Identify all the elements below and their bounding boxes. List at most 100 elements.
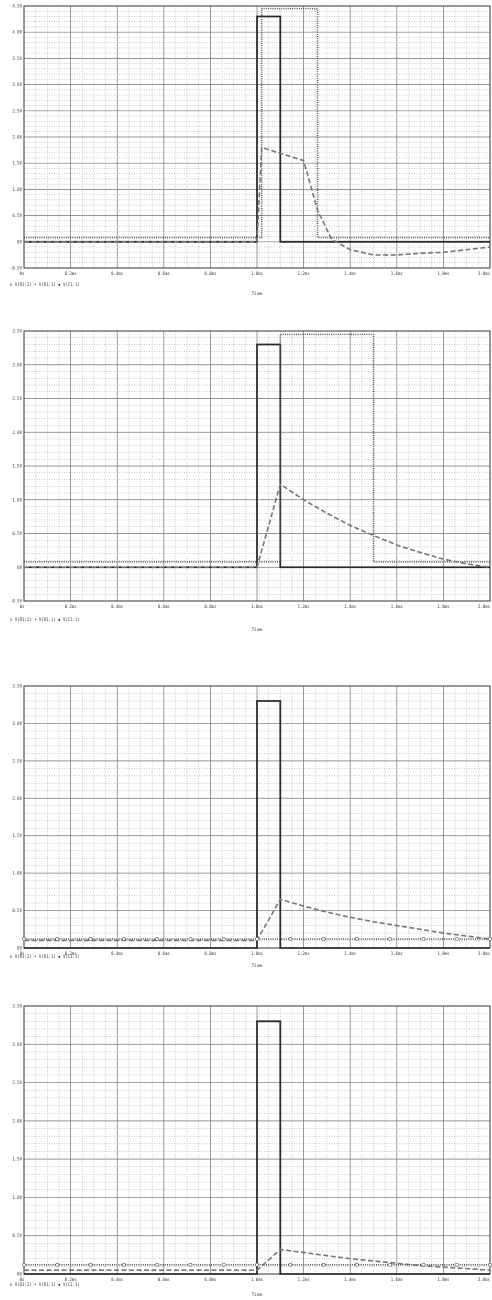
x-tick-label: 0.8ms xyxy=(204,1277,217,1282)
series-marker-circle xyxy=(488,937,492,941)
x-tick-labels: 0s 0.2ms 0.4ms 0.6ms 0.8ms 1.0ms 1.2ms 1.4ms 1.6… xyxy=(20,951,491,956)
series-line-solid xyxy=(24,1020,490,1275)
series-marker-circle xyxy=(221,937,226,941)
x-tick-label: 1.2ms xyxy=(298,604,311,609)
y-tick-label: 0.5V xyxy=(12,908,22,913)
x-tick-label: 2.0ms xyxy=(478,604,491,609)
x-tick-label: 1.2ms xyxy=(298,271,311,276)
series-marker-circle xyxy=(255,1262,259,1267)
x-tick-label: 1.6ms xyxy=(391,951,404,956)
y-tick-labels: -0.5V 0V 0.5V 1.0V 1.5V 2.0V 2.5V 3.0V 3.5V 4.0V 4… xyxy=(10,4,23,271)
x-axis-label: Time xyxy=(252,1292,263,1298)
x-tick-label: 0.8ms xyxy=(204,271,217,276)
x-tick-label: 1.0ms xyxy=(251,604,264,609)
series-marker-circle xyxy=(188,1262,193,1267)
x-tick-label: 1.6ms xyxy=(391,1277,404,1282)
y-tick-label: 3.5V xyxy=(12,56,22,61)
y-tick-label: 0V xyxy=(17,946,22,951)
y-tick-label: 3.0V xyxy=(12,82,22,87)
x-tick-label: 1.2ms xyxy=(298,1277,311,1282)
y-tick-label: 1.5V xyxy=(12,1157,22,1162)
x-tick-label: 2.0ms xyxy=(478,951,491,956)
y-tick-label: 2.0V xyxy=(12,796,22,801)
x-tick-label: 1.0ms xyxy=(251,1277,264,1282)
x-tick-label: 0.2ms xyxy=(65,951,78,956)
x-tick-label: 0s xyxy=(20,1277,25,1282)
legend: o V(R1:2) • V(R1:1) ◆ V(C1:1) xyxy=(10,1282,80,1287)
chart-panel-2: -0.5V 0V 0.5V 1.0V 1.5V 2.0V 2.5V 3.0V 3.5V 0s 0.2… xyxy=(0,325,492,635)
x-tick-label: 1.0ms xyxy=(251,951,264,956)
y-tick-label: 2.5V xyxy=(12,1080,22,1085)
y-tick-labels: -0.5V 0V 0.5V 1.0V 1.5V 2.0V 2.5V 3.0V 3.5V xyxy=(10,329,23,604)
x-tick-label: 1.8ms xyxy=(437,604,450,609)
x-tick-labels: 0s 0.2ms 0.4ms 0.6ms 0.8ms 1.0ms 1.2ms 1.4ms 1.6… xyxy=(20,271,491,276)
series-line-solid xyxy=(24,343,490,569)
y-tick-label: 2.0V xyxy=(12,135,22,140)
y-tick-label: 0.5V xyxy=(12,1233,22,1238)
chart-4-svg: 0V 0.5V 1.0V 1.5V 2.0V 2.5V 3.0V 3.5V 0s 0.2ms 0.4… xyxy=(10,1004,492,1298)
y-tick-label: 4.5V xyxy=(12,4,22,9)
y-tick-label: 0V xyxy=(17,239,22,244)
series-marker-circle xyxy=(22,937,26,941)
x-tick-label: 1.8ms xyxy=(437,1277,450,1282)
x-tick-label: 0.2ms xyxy=(65,604,78,609)
series-marker-circle xyxy=(321,937,326,941)
series-marker-circle xyxy=(388,937,393,941)
y-tick-label: -0.5V xyxy=(10,266,23,271)
y-tick-label: 3.0V xyxy=(12,1042,22,1047)
series-line-dashed xyxy=(24,1248,491,1271)
x-tick-label: 0.6ms xyxy=(158,1277,171,1282)
legend: o V(R1:2) • V(R1:1) ◆ V(C1:1) xyxy=(10,954,80,959)
y-tick-label: 0.5V xyxy=(12,213,22,218)
y-tick-label: -0.5V xyxy=(10,599,23,604)
series-marker-circle xyxy=(155,1262,160,1267)
y-tick-label: 2.0V xyxy=(12,1118,22,1123)
y-tick-label: 4.0V xyxy=(12,30,22,35)
y-tick-label: 1.5V xyxy=(12,464,22,469)
series-marker-circle xyxy=(221,1262,226,1267)
series-marker-circle xyxy=(255,937,259,941)
x-tick-label: 0s xyxy=(20,951,25,956)
series-marker-circle xyxy=(488,1262,492,1267)
x-tick-label: 1.6ms xyxy=(391,271,404,276)
legend: o V(R1:2) • V(R1:1) ◆ V(C1:1) xyxy=(10,617,80,622)
y-tick-label: 0V xyxy=(17,1272,22,1277)
y-tick-label: 1.0V xyxy=(12,1195,22,1200)
x-tick-label: 0.4ms xyxy=(111,604,124,609)
x-tick-label: 0.4ms xyxy=(111,271,124,276)
x-tick-label: 0.6ms xyxy=(158,951,171,956)
series-marker-circle xyxy=(188,937,193,941)
series-marker-circle xyxy=(354,1262,359,1267)
x-tick-label: 1.0ms xyxy=(251,271,264,276)
series-line-dashed xyxy=(24,146,491,256)
series-marker-circle xyxy=(454,937,459,941)
x-tick-label: 1.8ms xyxy=(437,951,450,956)
series-marker-circle xyxy=(421,1262,426,1267)
y-tick-label: 1.5V xyxy=(12,161,22,166)
series-line-dotted xyxy=(24,7,490,239)
x-axis-label: Time xyxy=(252,963,263,969)
x-tick-label: 0s xyxy=(20,271,25,276)
series-marker-circle xyxy=(388,1262,393,1267)
x-tick-label: 1.6ms xyxy=(391,604,404,609)
x-tick-label: 0.8ms xyxy=(204,951,217,956)
y-tick-label: 2.5V xyxy=(12,396,22,401)
series-marker-circle xyxy=(288,937,293,941)
y-tick-label: 3.5V xyxy=(12,684,22,689)
chart-panel-1: -0.5V 0V 0.5V 1.0V 1.5V 2.0V 2.5V 3.0V 3.5V 4.0V 4… xyxy=(0,0,492,300)
x-tick-label: 1.4ms xyxy=(344,271,357,276)
series-marker-circle xyxy=(155,937,160,941)
series-marker-circle xyxy=(121,937,126,941)
x-tick-label: 0s xyxy=(20,604,25,609)
series-markers xyxy=(22,1262,492,1267)
series-line-solid xyxy=(24,700,490,949)
series-line-solid xyxy=(24,15,490,243)
x-tick-labels: 0s 0.2ms 0.4ms 0.6ms 0.8ms 1.0ms 1.2ms 1.4ms 1.6… xyxy=(20,604,491,609)
x-tick-label: 1.4ms xyxy=(344,604,357,609)
y-tick-label: 1.0V xyxy=(12,497,22,502)
y-tick-label: 2.5V xyxy=(12,758,22,763)
x-tick-label: 1.4ms xyxy=(344,951,357,956)
y-tick-label: 1.0V xyxy=(12,871,22,876)
x-tick-label: 0.4ms xyxy=(111,951,124,956)
y-tick-label: 1.0V xyxy=(12,187,22,192)
